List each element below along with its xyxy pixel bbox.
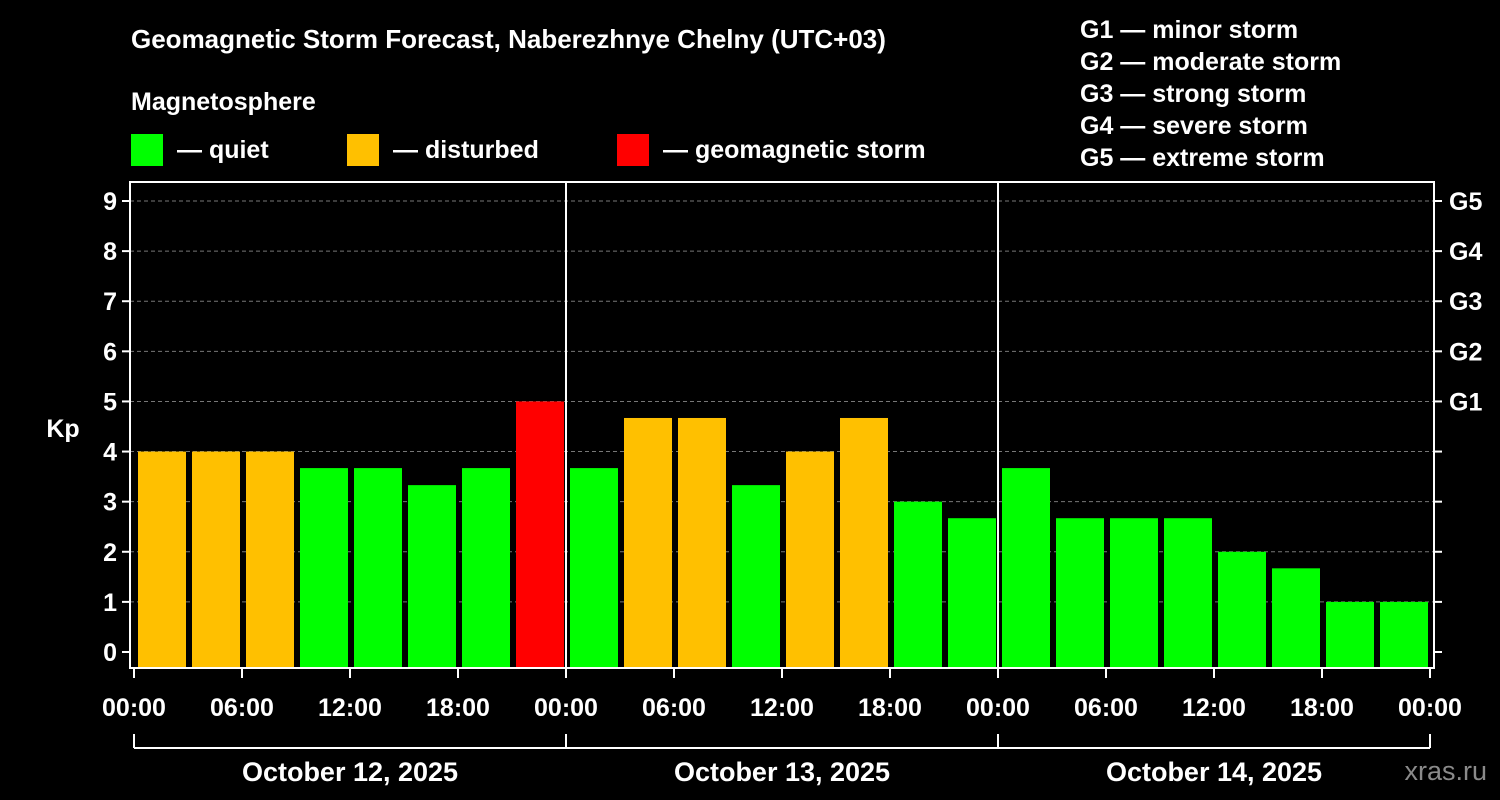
bar (138, 451, 186, 668)
date-label: October 12, 2025 (242, 757, 458, 787)
storm-level-g2: G2 — moderate storm (1080, 48, 1341, 76)
x-tick-label: 06:00 (1074, 694, 1138, 722)
y-tick-label: 2 (103, 539, 117, 567)
x-tick-label: 00:00 (1398, 694, 1462, 722)
x-tick-label: 12:00 (318, 694, 382, 722)
bar (246, 451, 294, 668)
bar (624, 417, 672, 668)
g-scale-label: G4 (1449, 238, 1482, 266)
plot-frame (122, 181, 1442, 749)
bar (1056, 518, 1104, 668)
y-tick-label: 4 (103, 439, 117, 467)
x-tick-label: 12:00 (750, 694, 814, 722)
bar (1002, 468, 1050, 668)
bar (678, 417, 726, 668)
bar (894, 501, 942, 668)
storm-level-key: G1 — minor storm G2 — moderate storm G3 … (1080, 16, 1341, 172)
x-tick-label: 18:00 (426, 694, 490, 722)
y-tick-label: 1 (103, 589, 117, 617)
y-tick-label: 3 (103, 489, 117, 517)
x-tick-label: 18:00 (858, 694, 922, 722)
g-scale-label: G1 (1449, 388, 1482, 416)
legend-label-disturbed: — disturbed (393, 136, 539, 164)
g-scale-label: G5 (1449, 188, 1482, 216)
y-tick-label: 5 (103, 388, 117, 416)
x-tick-label: 06:00 (210, 694, 274, 722)
chart-subtitle: Magnetosphere (131, 88, 316, 116)
bar (840, 417, 888, 668)
bar (570, 468, 618, 668)
bar (1326, 601, 1374, 668)
bar (1164, 518, 1212, 668)
y-tick-label: 6 (103, 338, 117, 366)
bar (300, 468, 348, 668)
storm-level-g4: G4 — severe storm (1080, 112, 1308, 140)
bar (732, 485, 780, 668)
date-label: October 14, 2025 (1106, 757, 1322, 787)
bar (1218, 551, 1266, 668)
storm-level-g3: G3 — strong storm (1080, 80, 1306, 108)
bar (462, 468, 510, 668)
legend-label-quiet: — quiet (177, 136, 269, 164)
chart-title: Geomagnetic Storm Forecast, Naberezhnye … (131, 24, 886, 54)
legend-swatch-quiet (131, 134, 163, 166)
bar (192, 451, 240, 668)
legend-swatch-disturbed (347, 134, 379, 166)
watermark: xras.ru (1404, 756, 1487, 786)
g-scale-label: G2 (1449, 338, 1482, 366)
bar (354, 468, 402, 668)
bar (1110, 518, 1158, 668)
bar (516, 401, 564, 668)
storm-level-g5: G5 — extreme storm (1080, 144, 1325, 172)
x-tick-label: 00:00 (102, 694, 166, 722)
x-tick-label: 18:00 (1290, 694, 1354, 722)
bar (1272, 568, 1320, 668)
x-tick-label: 00:00 (966, 694, 1030, 722)
x-tick-label: 12:00 (1182, 694, 1246, 722)
legend: — quiet — disturbed — geomagnetic storm (131, 134, 926, 166)
bar (1380, 601, 1428, 668)
legend-swatch-storm (617, 134, 649, 166)
y-tick-label: 8 (103, 238, 117, 266)
storm-level-g1: G1 — minor storm (1080, 16, 1298, 44)
legend-label-storm: — geomagnetic storm (663, 136, 926, 164)
y-tick-label: 7 (103, 288, 117, 316)
y-axis-label: Kp (46, 415, 79, 443)
x-tick-label: 00:00 (534, 694, 598, 722)
axis-labels: 0 1 2 3 4 5 6 7 8 9 G1 G2 G3 G4 G5 00:00 06:00 12:00 18:00… (102, 188, 1482, 787)
bars (138, 401, 1428, 668)
x-tick-label: 06:00 (642, 694, 706, 722)
y-tick-label: 0 (103, 639, 117, 667)
bar (786, 451, 834, 668)
bar (948, 518, 996, 668)
bar (408, 485, 456, 668)
g-scale-label: G3 (1449, 288, 1482, 316)
date-label: October 13, 2025 (674, 757, 890, 787)
y-tick-label: 9 (103, 188, 117, 216)
